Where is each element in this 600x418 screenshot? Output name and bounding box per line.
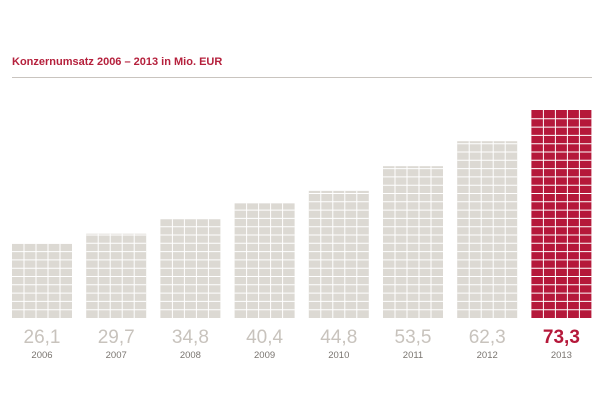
bar-2011 xyxy=(383,166,443,318)
year-label: 2011 xyxy=(403,350,423,361)
bar-2013 xyxy=(531,110,592,318)
bar-group: 44,8 2010 xyxy=(308,190,369,361)
bar-group: 40,4 2009 xyxy=(234,203,295,361)
bar-2012 xyxy=(457,141,518,318)
year-label: 2013 xyxy=(551,350,572,361)
value-label: 40,4 xyxy=(246,327,283,348)
value-label: 73,3 xyxy=(543,327,580,348)
year-label: 2007 xyxy=(106,350,127,361)
bar-group: 29,7 2007 xyxy=(86,233,147,361)
bar-2007 xyxy=(86,233,147,318)
bar-group: 53,5 2011 xyxy=(383,166,443,361)
title-divider xyxy=(12,77,592,78)
bar-2010 xyxy=(308,190,369,318)
bar-group: 26,1 2006 xyxy=(12,243,72,361)
value-label: 53,5 xyxy=(395,327,432,348)
bar-group: 73,3 2013 xyxy=(531,110,592,361)
chart-title: Konzernumsatz 2006 – 2013 in Mio. EUR xyxy=(12,56,223,68)
year-label: 2012 xyxy=(477,350,498,361)
value-label: 44,8 xyxy=(320,327,357,348)
value-label: 34,8 xyxy=(172,327,209,348)
year-label: 2009 xyxy=(254,350,275,361)
value-label: 29,7 xyxy=(98,327,135,348)
bar-2009 xyxy=(234,203,295,318)
value-label: 62,3 xyxy=(469,327,506,348)
bar-2006 xyxy=(12,243,72,318)
year-label: 2010 xyxy=(328,350,349,361)
bar-group: 62,3 2012 xyxy=(457,141,518,361)
value-label: 26,1 xyxy=(24,327,61,348)
year-label: 2006 xyxy=(31,350,52,361)
bar-group: 34,8 2008 xyxy=(160,219,221,361)
year-label: 2008 xyxy=(180,350,201,361)
